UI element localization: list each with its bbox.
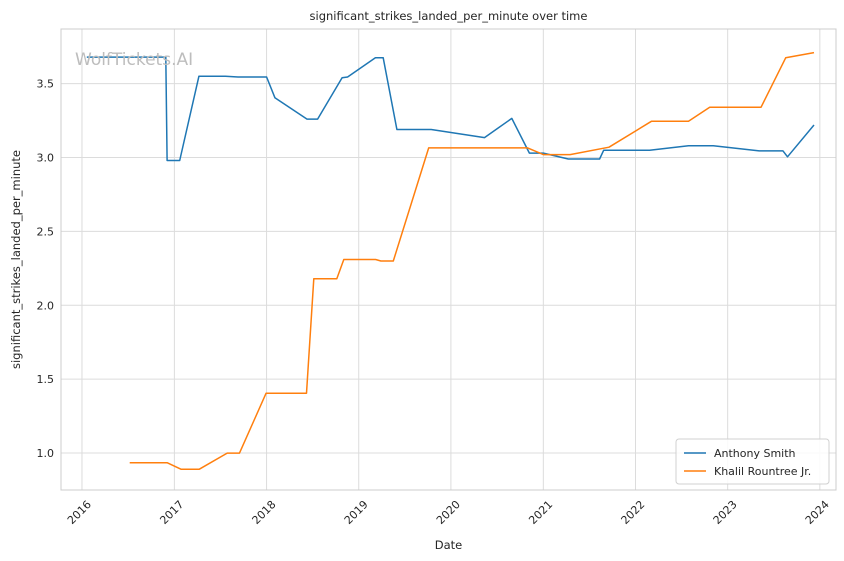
x-tick-label: 2018 [250,498,279,527]
x-tick-label: 2019 [342,498,371,527]
legend-box [675,438,830,485]
y-axis-label: significant_strikes_landed_per_minute [9,150,23,369]
y-tick-label: 3.0 [37,152,55,165]
legend-label-anthony-smith: Anthony Smith [714,447,796,460]
chart-title: significant_strikes_landed_per_minute ov… [310,9,588,23]
legend: Anthony Smith Khalil Rountree Jr. [675,438,830,485]
series-line-1 [129,51,815,471]
x-tick-label: 2017 [157,498,186,527]
grid [61,29,836,490]
x-tick-label: 2021 [526,498,555,527]
legend-label-khalil-rountree: Khalil Rountree Jr. [714,465,811,478]
x-tick-label: 2020 [434,498,463,527]
y-tick-label: 1.0 [37,447,55,460]
x-tick-label: 2023 [711,498,740,527]
series-lines [86,51,815,471]
y-tick-labels: 1.0 1.5 2.0 2.5 3.0 3.5 [37,78,55,460]
y-tick-label: 2.5 [37,225,55,238]
y-tick-label: 1.5 [37,373,55,386]
x-tick-labels: 2016 2017 2018 2019 2020 2021 2022 2023 2024 [65,498,832,527]
x-tick-label: 2016 [65,498,94,527]
series-line-0 [86,56,815,162]
y-tick-label: 3.5 [37,78,55,91]
x-tick-label: 2022 [619,498,648,527]
x-tick-label: 2024 [803,498,832,527]
x-axis-label: Date [435,538,463,552]
y-tick-label: 2.0 [37,299,55,312]
plot-frame [60,28,837,491]
watermark-text: WolfTickets.AI [75,50,193,70]
